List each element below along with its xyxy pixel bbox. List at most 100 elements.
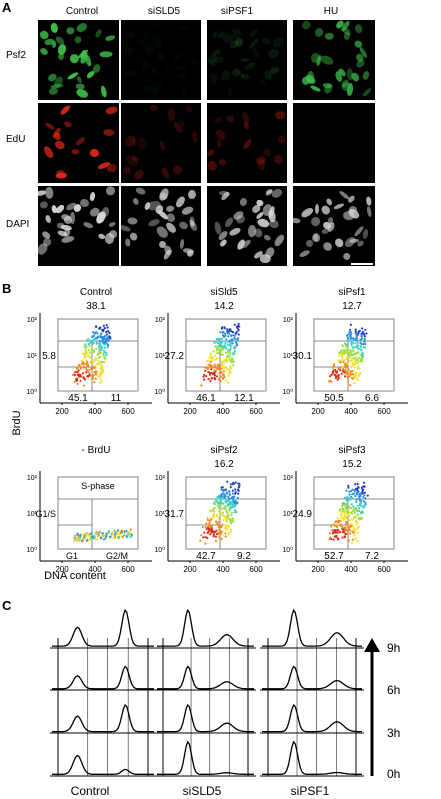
flow-event — [355, 339, 358, 342]
flow-event — [224, 342, 227, 345]
flow-event — [218, 356, 221, 360]
nucleus — [162, 66, 171, 73]
flow-event — [231, 492, 234, 495]
flow-event — [99, 377, 102, 380]
flow-event — [345, 489, 348, 492]
flow-event — [350, 339, 353, 343]
flow-event — [99, 355, 102, 359]
flow-event — [229, 506, 232, 509]
nucleus — [41, 144, 55, 160]
flow-event — [228, 369, 232, 372]
flow-event — [346, 347, 349, 350]
flow-event — [341, 352, 344, 355]
flow-event — [357, 486, 360, 489]
flow-event — [87, 349, 90, 352]
flow-event — [220, 337, 223, 341]
flow-event — [356, 504, 359, 507]
nucleus — [239, 197, 249, 207]
flow-event — [204, 369, 207, 372]
flow-event — [341, 527, 344, 530]
flow-event — [363, 481, 366, 484]
flow-event — [351, 349, 355, 352]
flow-event — [352, 339, 355, 342]
flow-event — [215, 498, 218, 501]
flow-event — [94, 537, 97, 540]
flow-event — [340, 372, 343, 375]
flow-event — [354, 342, 357, 345]
flow-event — [224, 351, 228, 354]
histogram-trace — [52, 608, 154, 647]
flow-event — [216, 500, 219, 504]
flow-event — [213, 372, 216, 375]
gate-label: G1 — [66, 551, 78, 561]
flow-event — [339, 369, 342, 372]
x-tick-label: 600 — [377, 565, 391, 574]
flow-event — [238, 484, 241, 487]
flow-event — [224, 524, 227, 527]
flow-event — [343, 496, 346, 499]
flow-event — [226, 332, 229, 335]
flow-event — [217, 352, 220, 355]
flow-event — [98, 327, 101, 330]
flow-event — [359, 360, 362, 363]
histogram-trace — [52, 665, 154, 690]
nucleus — [320, 227, 330, 235]
gate-value-bottom-left: 45.1 — [68, 393, 88, 404]
flow-event — [366, 494, 369, 497]
flow-event — [335, 535, 338, 538]
flow-event — [354, 483, 357, 486]
y-tick-label: 10² — [27, 317, 38, 324]
nucleus — [165, 204, 175, 213]
flow-event — [95, 342, 98, 345]
flow-event — [350, 518, 354, 521]
flow-event — [358, 329, 361, 332]
flow-event — [102, 330, 105, 333]
flow-event — [217, 345, 220, 348]
nucleus — [104, 186, 117, 197]
flow-event — [235, 325, 238, 328]
flow-event — [123, 534, 126, 537]
flow-event — [104, 535, 107, 538]
flow-event — [226, 511, 229, 514]
nucleus — [187, 219, 199, 232]
flow-event — [95, 337, 98, 340]
y-tick-label: 10¹ — [283, 511, 294, 518]
flow-event — [89, 339, 92, 342]
nucleus — [62, 120, 73, 129]
flow-event — [76, 373, 79, 376]
flow-event — [209, 380, 212, 383]
flow-event — [234, 481, 237, 484]
flow-event — [222, 335, 225, 338]
flow-event — [75, 379, 78, 382]
flow-event — [349, 354, 352, 357]
nucleus — [207, 148, 216, 159]
flow-plot-title: siPsf1 — [338, 287, 366, 298]
flow-event — [219, 341, 223, 344]
nucleus — [75, 20, 89, 34]
nucleus — [228, 87, 233, 97]
nucleus — [39, 200, 50, 210]
flow-event — [351, 353, 354, 356]
flow-event — [221, 496, 224, 499]
flow-event — [79, 379, 82, 382]
flow-event — [230, 359, 233, 362]
flow-event — [95, 325, 98, 328]
flow-event — [218, 368, 221, 371]
flow-event — [342, 508, 345, 511]
flow-event — [93, 381, 96, 384]
y-tick-label: 10² — [155, 475, 166, 482]
flow-event — [97, 533, 100, 536]
flow-event — [73, 373, 76, 376]
flow-event — [347, 525, 350, 528]
time-arrow-head-icon — [364, 638, 380, 652]
flow-event — [216, 346, 219, 349]
flow-event — [222, 377, 225, 380]
flow-event — [216, 337, 219, 340]
nucleus — [99, 85, 108, 98]
flow-event — [84, 343, 87, 346]
nucleus — [319, 204, 332, 217]
flow-event — [222, 330, 225, 333]
flow-event — [208, 356, 211, 359]
flow-event — [355, 509, 358, 512]
flow-event — [363, 333, 366, 336]
